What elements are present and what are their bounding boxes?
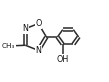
Text: OH: OH (57, 55, 69, 64)
Text: O: O (35, 19, 42, 28)
Text: N: N (35, 46, 41, 55)
Text: N: N (22, 24, 28, 33)
Text: CH₃: CH₃ (2, 43, 15, 49)
